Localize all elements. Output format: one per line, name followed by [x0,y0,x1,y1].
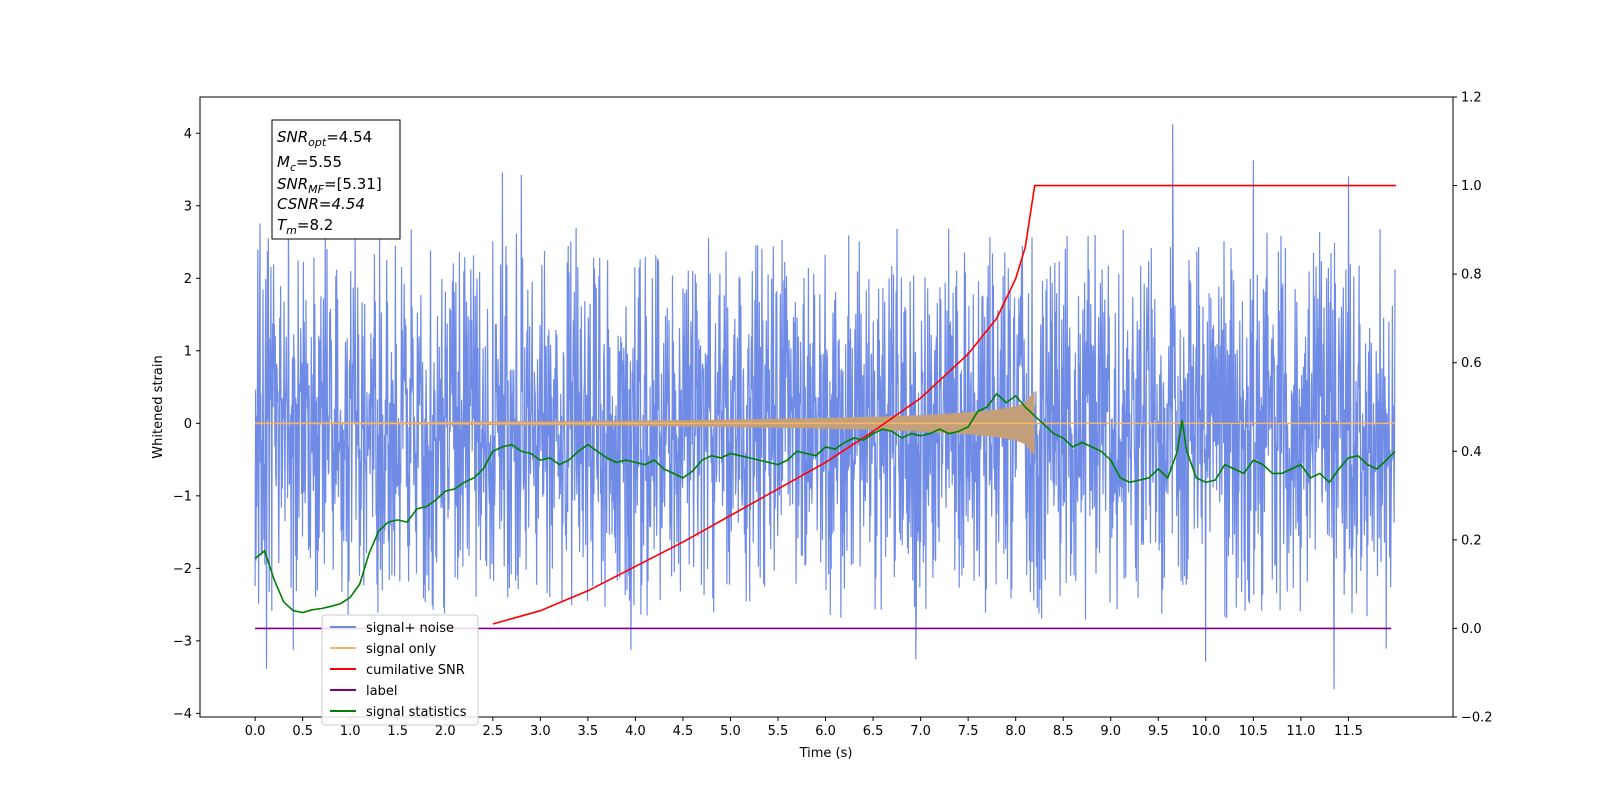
left-y-tick-label: −1 [173,489,192,504]
signal-plus-noise-line [254,124,1396,690]
info-mc: Mc=5.55 [277,153,342,174]
left-y-axis-ticks: −4 −3 −2 −1 0 1 2 3 4 [173,127,200,722]
x-axis-ticks: 0.0 0.5 1.0 1.5 2.0 2.5 3.0 3.5 4.0 4.5 5.0 5.5 6.0 6… [245,717,1363,739]
x-tick-label: 2.5 [482,724,503,739]
x-axis-label: Time (s) [799,746,853,761]
right-y-tick-label: 1.0 [1461,179,1482,194]
left-y-tick-label: 4 [184,127,192,142]
x-tick-label: 11.5 [1334,724,1363,739]
x-tick-label: 0.5 [292,724,313,739]
x-tick-label: 3.5 [578,724,599,739]
left-y-tick-label: 0 [184,417,192,432]
cumulative-snr-series [492,184,1396,625]
info-snr-opt: SNRopt=4.54 [277,128,372,149]
legend: signal+ noise signal only cumilative SNR… [321,614,479,726]
legend-label-label: label [366,684,397,699]
x-tick-label: 8.0 [1005,724,1026,739]
legend-label-cumulative-snr: cumilative SNR [366,663,465,678]
signal-plus-noise-series [254,124,1396,690]
info-snr-mf-base: SNR [277,175,308,193]
legend-frame [321,614,479,726]
right-y-tick-label: −0.2 [1461,711,1493,726]
x-tick-label: 9.5 [1148,724,1169,739]
info-tm-sub: m [286,224,297,237]
left-y-tick-label: 3 [184,199,192,214]
left-y-tick-label: −3 [173,634,192,649]
x-tick-label: 5.0 [720,724,741,739]
cumulative-snr-line [492,184,1396,625]
x-tick-label: 1.5 [387,724,408,739]
legend-label-signal-noise: signal+ noise [366,621,454,636]
plot-frame [199,96,1454,718]
info-mc-sub: c [290,161,296,174]
x-tick-label: 10.0 [1191,724,1220,739]
left-y-tick-label: 1 [184,344,192,359]
x-tick-label: 6.0 [815,724,836,739]
x-tick-label: 6.5 [863,724,884,739]
right-y-tick-label: 0.2 [1461,533,1482,548]
right-y-axis-ticks: −0.2 0.0 0.2 0.4 0.6 0.8 1.0 1.2 [1453,91,1493,726]
info-snr-opt-sub: opt [308,136,327,149]
info-tm-value: =8.2 [297,216,333,234]
x-tick-label: 2.0 [435,724,456,739]
legend-label-signal-statistics: signal statistics [366,705,467,720]
x-tick-label: 5.5 [768,724,789,739]
info-snr-opt-value: =4.54 [326,128,372,146]
info-mc-base: M [277,153,290,171]
info-box-frame [271,119,401,240]
signal-statistics-series [254,392,1396,614]
x-tick-label: 11.0 [1286,724,1315,739]
x-tick-label: 4.0 [625,724,646,739]
signal-statistics-line [254,392,1396,614]
x-tick-label: 7.0 [910,724,931,739]
info-mc-value: =5.55 [296,153,342,171]
right-y-tick-label: 1.2 [1461,91,1482,106]
x-tick-label: 10.5 [1239,724,1268,739]
left-y-tick-label: 2 [184,272,192,287]
info-box: SNRopt=4.54 Mc=5.55 SNRMF=[5.31] CSNR=4.… [271,119,401,240]
left-y-tick-label: −4 [173,707,192,722]
x-tick-label: 8.5 [1053,724,1074,739]
x-tick-label: 1.0 [340,724,361,739]
x-tick-label: 0.0 [245,724,266,739]
x-tick-label: 3.0 [530,724,551,739]
x-tick-label: 7.5 [958,724,979,739]
info-csnr: CSNR=4.54 [277,195,365,213]
info-snr-opt-base: SNR [277,128,308,146]
x-tick-label: 4.5 [673,724,694,739]
legend-label-signal-only: signal only [366,642,436,657]
info-tm-base: T [277,216,288,234]
right-y-tick-label: 0.6 [1461,356,1482,371]
right-y-tick-label: 0.4 [1461,445,1482,460]
right-y-tick-label: 0.0 [1461,622,1482,637]
info-tm: Tm=8.2 [277,216,333,237]
info-snr-mf-sub: MF [308,183,324,196]
y-axis-label: Whitened strain [151,355,166,458]
right-y-tick-label: 0.8 [1461,268,1482,283]
left-y-tick-label: −2 [173,562,192,577]
info-snr-mf-value: =[5.31] [324,175,382,193]
signal-only-series [255,390,1396,456]
x-tick-label: 9.0 [1100,724,1121,739]
info-snr-mf: SNRMF=[5.31] [277,175,382,196]
